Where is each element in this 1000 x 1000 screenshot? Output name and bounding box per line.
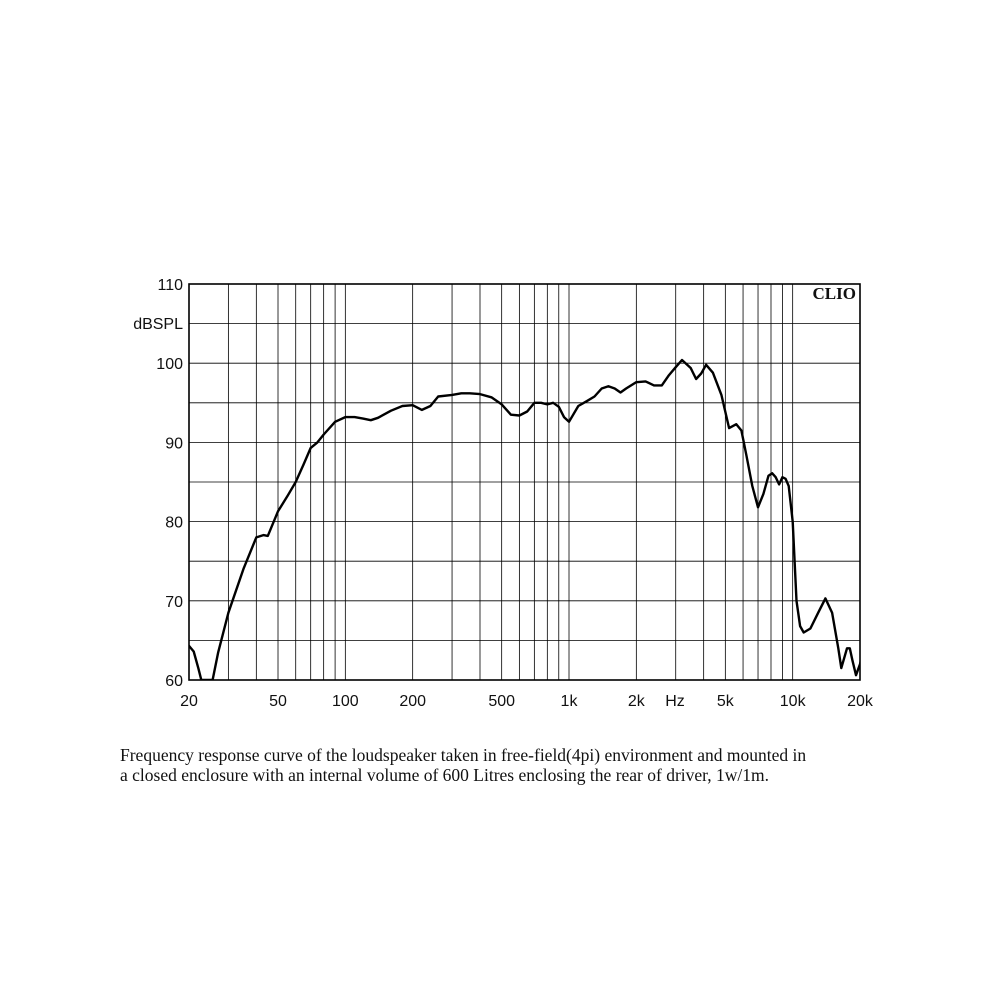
y-tick-label: 90 [165,435,183,452]
response-curve [189,358,860,680]
x-tick-label: 10k [780,693,807,710]
curve-layer [189,358,860,680]
x-tick-label: 20 [180,693,198,710]
plot-frame [188,283,861,681]
caption-line-2: a closed enclosure with an internal volu… [120,765,770,785]
x-tick-label: 500 [488,693,515,710]
x-axis-ticks: 20 50 100 200 500 1k 2k 5k 10k 20k [180,693,874,710]
x-tick-label: 200 [399,693,426,710]
y-tick-label: 70 [165,594,183,611]
x-axis-unit-label: Hz [665,693,685,710]
x-tick-label: 2k [628,693,646,710]
y-tick-label: 80 [165,515,183,532]
x-tick-label: 20k [847,693,874,710]
brand-logo-backdrop [805,285,859,303]
x-tick-label: 100 [332,693,359,710]
y-tick-label: 110 [157,277,183,294]
y-tick-label: 100 [156,356,183,373]
x-tick-label: 50 [269,693,287,710]
caption-line-1: Frequency response curve of the loudspea… [120,745,807,765]
y-axis-unit-label: dBSPL [133,316,183,333]
brand-logo: CLIO [813,284,856,303]
y-tick-label: 60 [165,673,183,690]
x-tick-label: 1k [561,693,579,710]
grid-lines [189,284,860,680]
figure-caption: Frequency response curve of the loudspea… [120,745,940,785]
x-tick-label: 5k [717,693,735,710]
y-axis-ticks: 60 70 80 90 100 110 [156,277,183,690]
